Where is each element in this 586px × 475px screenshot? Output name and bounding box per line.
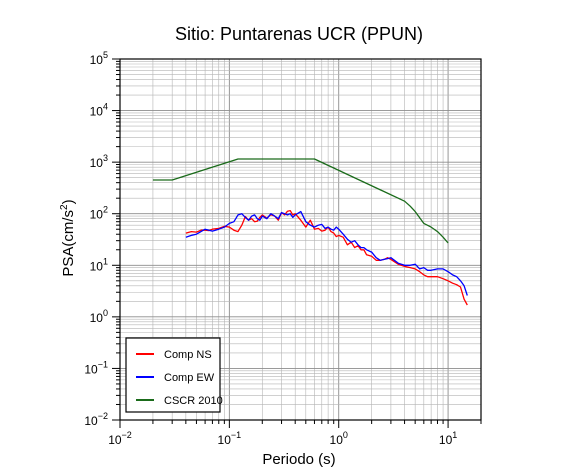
x-tick-label: 101 <box>439 430 457 447</box>
x-tick-label: 10−1 <box>218 430 242 447</box>
legend-label: CSCR 2010 <box>164 395 223 407</box>
chart-title: Sitio: Puntarenas UCR (PPUN) <box>175 24 423 44</box>
legend-label: Comp NS <box>164 349 212 361</box>
y-tick-label: 104 <box>90 102 108 119</box>
plot-frame <box>119 58 482 421</box>
legend: Comp NS Comp EW CSCR 2010 <box>125 337 223 413</box>
series-line-comp-ew <box>185 210 468 296</box>
x-axis-label: Periodo (s) <box>262 451 335 468</box>
x-tick-label: 10−2 <box>108 430 132 447</box>
y-tick-label: 100 <box>90 308 108 325</box>
y-tick-label: 103 <box>90 153 108 170</box>
y-tick-label: 102 <box>90 205 108 222</box>
y-tick-label: 101 <box>90 256 108 273</box>
y-tick-label: 105 <box>90 50 108 67</box>
series-line-cscr-2010 <box>152 158 449 244</box>
y-axis-label: PSA(cm/s2) <box>59 199 77 276</box>
x-tick-label: 100 <box>330 430 348 447</box>
series-line-comp-ns <box>185 209 468 306</box>
axis-ticks: 10−2 10−1 100 101 10−2 10−1 100 101 102 103 104 105 <box>84 50 482 447</box>
series-lines <box>152 158 468 306</box>
y-tick-label: 10−1 <box>84 359 108 376</box>
y-tick-label: 10−2 <box>84 411 108 428</box>
legend-label: Comp EW <box>164 372 215 384</box>
grid <box>119 58 482 421</box>
